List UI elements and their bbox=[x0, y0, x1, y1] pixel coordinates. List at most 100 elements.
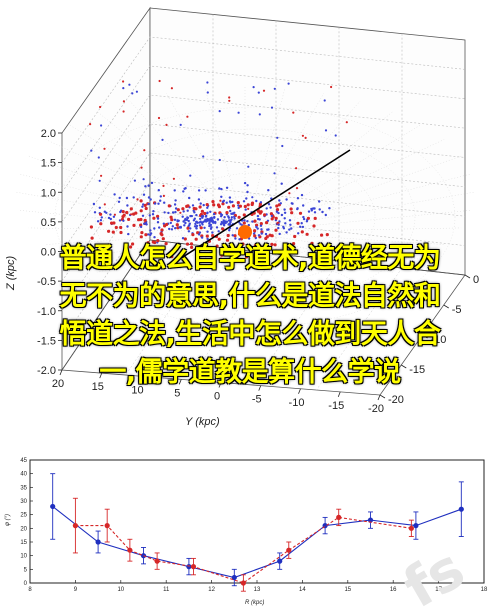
star-point bbox=[212, 221, 215, 224]
projection-ray bbox=[244, 100, 361, 233]
star-point bbox=[173, 203, 177, 206]
star-point bbox=[288, 219, 292, 222]
star-point bbox=[255, 225, 258, 229]
star-point bbox=[264, 232, 268, 236]
star-point bbox=[189, 174, 192, 177]
star-point bbox=[253, 243, 258, 247]
star-point bbox=[275, 210, 279, 213]
star-point bbox=[144, 222, 148, 225]
star-point bbox=[300, 222, 303, 225]
star-point bbox=[229, 209, 232, 213]
star-point bbox=[165, 123, 168, 126]
star-point bbox=[174, 199, 177, 202]
star-point bbox=[222, 199, 226, 202]
star-point bbox=[127, 232, 130, 236]
star-point bbox=[177, 219, 180, 222]
star-point bbox=[96, 220, 100, 223]
star-point bbox=[277, 223, 280, 226]
star-point bbox=[234, 237, 237, 240]
star-point bbox=[206, 212, 209, 215]
star-point bbox=[295, 167, 298, 170]
star-point bbox=[282, 225, 285, 229]
star-point bbox=[122, 87, 125, 90]
projection-ray bbox=[244, 227, 462, 233]
star-point bbox=[247, 223, 250, 227]
star-point bbox=[290, 227, 293, 230]
star-point bbox=[133, 179, 136, 182]
star-point bbox=[217, 205, 221, 209]
svg-text:fs: fs bbox=[393, 536, 475, 610]
star-point bbox=[191, 204, 195, 207]
overlay-caption: 普通人怎么自学道术,道德经无为 无不为的意思,什么是道法自然和 悟道之法,生活中… bbox=[6, 240, 494, 392]
star-point bbox=[121, 210, 125, 214]
star-point bbox=[90, 236, 94, 240]
x-tick-label: -15 bbox=[409, 364, 425, 376]
data-point bbox=[140, 553, 147, 559]
star-point bbox=[153, 236, 156, 239]
star-point bbox=[153, 240, 157, 245]
star-point bbox=[169, 251, 173, 255]
star-point bbox=[203, 211, 207, 216]
star-point bbox=[302, 215, 305, 219]
star-point bbox=[182, 220, 185, 223]
star-point bbox=[143, 149, 146, 152]
y-tick-label: -10 bbox=[289, 397, 305, 409]
star-point bbox=[300, 193, 304, 197]
caption-line-2: 无不为的意思,什么是道法自然和 bbox=[59, 281, 441, 312]
star-point bbox=[98, 206, 102, 209]
star-point bbox=[217, 230, 220, 233]
data-point bbox=[127, 547, 133, 553]
x-tick-label: 13 bbox=[254, 587, 261, 593]
star-point bbox=[99, 212, 103, 216]
star-point bbox=[297, 232, 300, 235]
star-point bbox=[302, 204, 305, 207]
star-point bbox=[278, 199, 281, 202]
star-point bbox=[199, 220, 202, 223]
star-point bbox=[172, 177, 175, 180]
star-point bbox=[273, 87, 276, 90]
star-point bbox=[130, 213, 133, 216]
star-point bbox=[157, 202, 160, 205]
star-point bbox=[288, 228, 291, 231]
star-point bbox=[223, 216, 226, 219]
star-point bbox=[195, 224, 199, 228]
x-tick bbox=[443, 304, 449, 309]
star-point bbox=[210, 252, 214, 256]
star-point bbox=[256, 214, 260, 218]
star-point bbox=[237, 111, 240, 114]
x-tick-label: 0 bbox=[473, 274, 479, 286]
y-tick-label: -20 bbox=[368, 403, 384, 415]
star-point bbox=[205, 234, 209, 238]
rotation-angle-line-chart: 8 9 10 11 12 13 14 15 16 17 18 0 5 10 15 20 25 30 35 40 45 R… bbox=[5, 458, 488, 606]
star-point bbox=[206, 206, 209, 209]
star-point bbox=[284, 222, 287, 225]
x-tick-label: 8 bbox=[28, 587, 32, 593]
star-point bbox=[181, 215, 184, 218]
y-tick bbox=[298, 388, 301, 394]
star-point bbox=[170, 87, 173, 90]
star-point bbox=[225, 211, 229, 215]
star-point bbox=[125, 210, 129, 215]
projection-ray bbox=[28, 155, 246, 233]
star-point bbox=[185, 218, 189, 222]
star-point bbox=[167, 204, 171, 208]
star-point bbox=[198, 231, 202, 234]
x-tick-label: 10 bbox=[117, 587, 124, 593]
grid-line bbox=[61, 94, 466, 223]
data-point bbox=[413, 523, 419, 529]
star-point bbox=[242, 221, 246, 225]
star-point bbox=[246, 184, 249, 187]
star-point bbox=[149, 198, 152, 201]
star-point bbox=[220, 195, 223, 198]
star-point bbox=[143, 218, 147, 222]
star-point bbox=[197, 233, 201, 236]
star-point bbox=[265, 207, 268, 210]
star-point bbox=[227, 205, 231, 209]
star-point bbox=[105, 211, 108, 214]
x-tick-label: 14 bbox=[299, 587, 306, 593]
star-point bbox=[206, 217, 209, 221]
star-point bbox=[242, 200, 246, 203]
star-point bbox=[206, 237, 209, 241]
y-tick-label: 35 bbox=[20, 485, 27, 491]
star-point bbox=[243, 181, 247, 185]
